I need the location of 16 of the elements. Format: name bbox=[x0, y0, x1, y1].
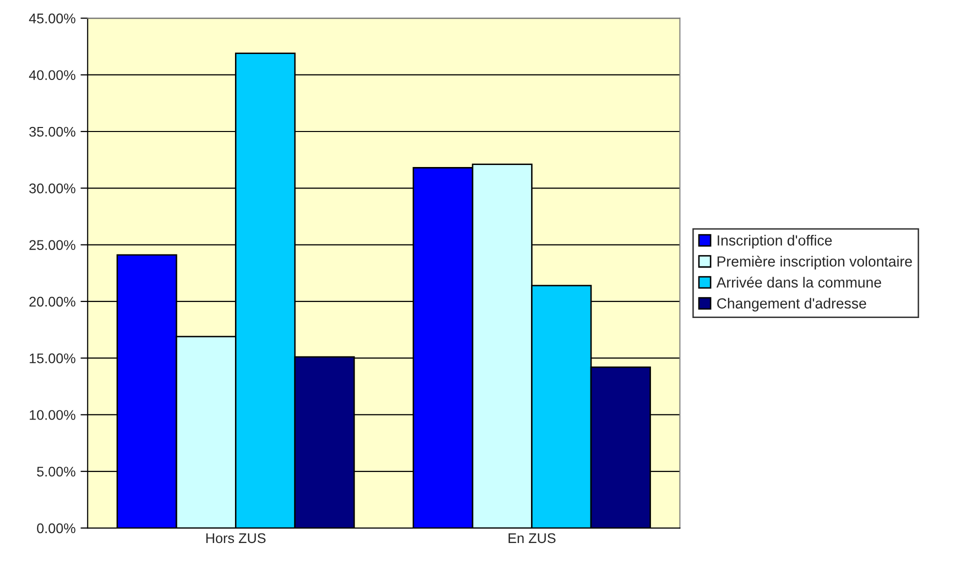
legend-label: Changement d'adresse bbox=[717, 298, 866, 312]
x-tick-label: En ZUS bbox=[508, 533, 556, 544]
y-tick-label: 35.00% bbox=[29, 126, 76, 137]
y-tick-label: 0.00% bbox=[36, 523, 76, 534]
y-tick-label: 20.00% bbox=[29, 296, 76, 307]
y-tick-label: 40.00% bbox=[29, 70, 76, 80]
legend-label: Première inscription volontaire bbox=[718, 256, 912, 270]
y-tick-label: 15.00% bbox=[30, 353, 76, 364]
y-tick-label: 10.00% bbox=[30, 410, 76, 420]
legend-label: Inscription d'office bbox=[718, 234, 832, 248]
y-tick-label: 45.00% bbox=[29, 14, 76, 24]
x-tick-label: Hors ZUS bbox=[206, 533, 266, 544]
y-tick-label: 25.00% bbox=[29, 240, 76, 250]
y-tick-label: 30.00% bbox=[29, 183, 76, 194]
y-tick-label: 5.00% bbox=[37, 466, 76, 477]
legend-label: Arrivée dans la commune bbox=[716, 276, 882, 288]
